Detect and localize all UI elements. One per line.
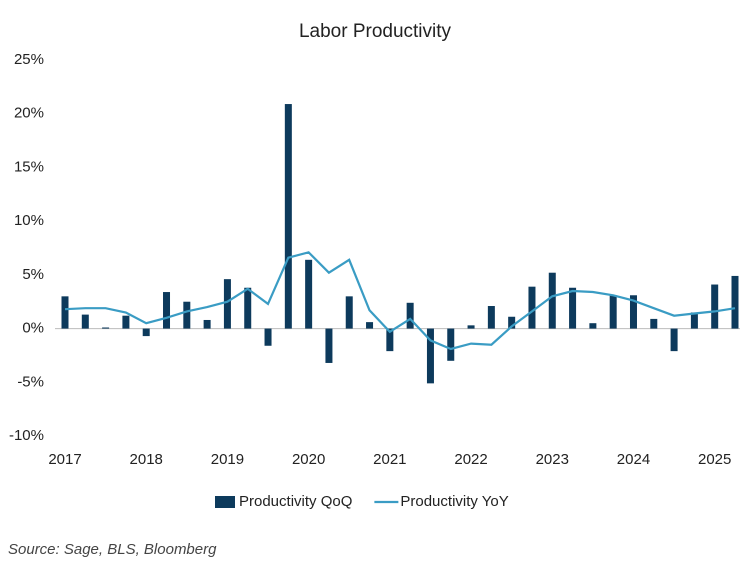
bar (487, 306, 495, 329)
legend-label: Productivity QoQ (239, 493, 352, 510)
bar (447, 328, 455, 361)
legend-swatch (215, 496, 235, 508)
bar (244, 287, 252, 329)
bar (406, 302, 414, 329)
x-tick-label: 2021 (373, 451, 406, 468)
chart-title: Labor Productivity (299, 21, 452, 42)
bar (284, 104, 292, 329)
bar (366, 322, 374, 329)
bar (528, 286, 536, 329)
bar (345, 296, 353, 329)
x-tick-label: 2019 (211, 451, 244, 468)
x-tick-label: 2017 (48, 451, 81, 468)
bar (589, 323, 597, 329)
bar (670, 328, 678, 352)
bar (305, 259, 313, 329)
bar (102, 327, 110, 329)
bar (325, 328, 333, 363)
bar (203, 319, 211, 329)
line (64, 251, 736, 351)
x-tick-label: 2022 (454, 451, 487, 468)
y-tick-label: 20% (14, 105, 44, 122)
y-tick-label: 0% (22, 320, 44, 337)
y-tick-label: 15% (14, 158, 44, 175)
bar (731, 275, 739, 329)
legend-label: Productivity YoY (400, 493, 508, 510)
x-tick-label: 2020 (292, 451, 325, 468)
x-tick-label: 2018 (130, 451, 163, 468)
bar (142, 328, 150, 337)
y-tick-label: 25% (14, 51, 44, 68)
bar (183, 301, 191, 329)
source-note: Source: Sage, BLS, Bloomberg (8, 541, 217, 558)
bar (122, 315, 130, 329)
bar (650, 318, 658, 329)
bar (426, 328, 434, 384)
x-tick-label: 2023 (536, 451, 569, 468)
bar (81, 314, 89, 329)
bar (508, 316, 516, 329)
bar (467, 325, 475, 329)
bar (548, 272, 556, 329)
bar (569, 287, 577, 329)
y-tick-label: -5% (17, 373, 44, 390)
bar (163, 292, 171, 329)
bar (629, 295, 637, 329)
bar (609, 295, 617, 329)
bar (264, 328, 272, 346)
bar (61, 296, 69, 329)
x-tick-label: 2024 (617, 451, 650, 468)
x-tick-label: 2025 (698, 451, 731, 468)
bar (690, 312, 698, 329)
bar (711, 284, 719, 329)
bar (386, 328, 394, 352)
y-tick-label: 10% (14, 212, 44, 229)
y-tick-label: -10% (9, 427, 44, 444)
bar (223, 279, 231, 329)
y-tick-label: 5% (22, 266, 44, 283)
